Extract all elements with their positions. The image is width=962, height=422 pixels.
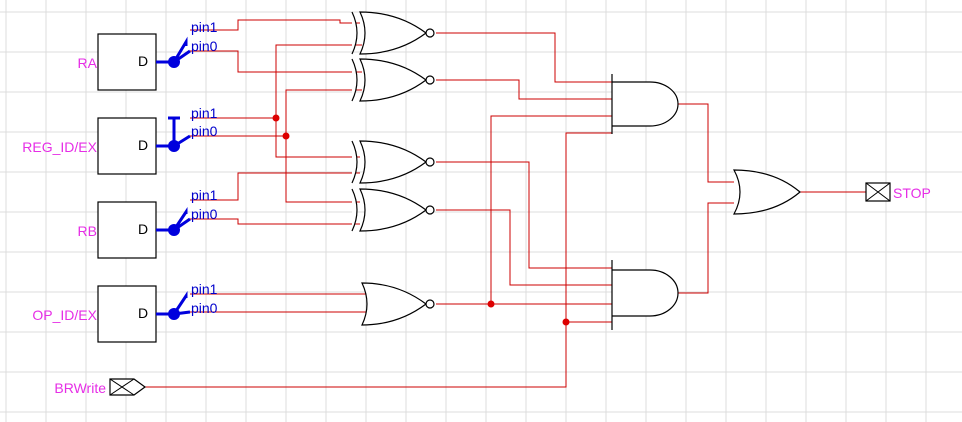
and-gate-2[interactable] xyxy=(611,260,679,330)
pin1-label: pin1 xyxy=(191,105,218,121)
wire-nor-branch xyxy=(490,115,612,304)
splitter-dot xyxy=(168,56,180,68)
register-box xyxy=(97,117,157,175)
nor-gate[interactable] xyxy=(361,282,435,326)
pin0-label: pin0 xyxy=(191,300,218,316)
wire-xnor1-out xyxy=(436,32,612,83)
register-name-rb: RB xyxy=(78,223,97,239)
register-reg-id-ex[interactable]: D REG_ID/EX pin1 pin0 xyxy=(22,105,218,175)
wire-brwrite xyxy=(145,132,612,388)
xnor-gate-1[interactable] xyxy=(351,11,435,55)
input-pin-cross xyxy=(109,378,135,396)
splitter-dot xyxy=(168,308,180,320)
register-name-reg-id-ex: REG_ID/EX xyxy=(22,139,97,155)
junction-dot xyxy=(562,318,570,326)
wire-ra-pin0 xyxy=(190,50,362,73)
input-pin-brwrite[interactable]: BRWrite xyxy=(54,378,147,396)
wire-rb-pin1 xyxy=(190,172,360,201)
register-rb[interactable]: D RB pin1 pin0 xyxy=(78,187,218,259)
input-pin-shape xyxy=(109,378,147,396)
or-gate[interactable] xyxy=(732,169,801,215)
register-op-id-ex[interactable]: D OP_ID/EX pin1 pin0 xyxy=(32,281,218,343)
register-port-label: D xyxy=(138,53,148,69)
wire-rb-pin0 xyxy=(190,218,360,225)
wire-reg-pin1 xyxy=(190,44,362,119)
wire-ra-pin1 xyxy=(190,19,360,31)
register-ra[interactable]: D RA pin1 pin0 xyxy=(78,19,218,91)
pin1-label: pin1 xyxy=(191,281,218,297)
xnor-gate-3[interactable] xyxy=(351,140,435,184)
register-port-label: D xyxy=(138,305,148,321)
register-port-label: D xyxy=(138,221,148,237)
input-label-brwrite: BRWrite xyxy=(54,380,106,396)
junction-dot xyxy=(272,114,280,122)
output-pin-stop[interactable]: STOP xyxy=(865,182,931,202)
pin1-label: pin1 xyxy=(191,19,218,35)
pin1-label: pin1 xyxy=(191,187,218,203)
output-label-stop: STOP xyxy=(893,185,931,201)
wire-xnor3-out xyxy=(436,161,612,269)
register-name-ra: RA xyxy=(78,55,98,71)
xnor-gate-4[interactable] xyxy=(351,188,435,232)
pin0-label: pin0 xyxy=(191,38,218,54)
xnor-gate-2[interactable] xyxy=(351,58,435,102)
splitter-dot xyxy=(168,224,180,236)
and-gate-1[interactable] xyxy=(611,74,679,134)
splitter-reg xyxy=(156,116,191,148)
junction-dot xyxy=(487,300,495,308)
wire-xnor2-out xyxy=(436,79,612,100)
pin0-label: pin0 xyxy=(191,123,218,139)
wire-reg-pin0 xyxy=(190,89,362,137)
wire-and1-out xyxy=(678,103,734,183)
register-box xyxy=(97,201,157,259)
splitter-dot xyxy=(168,140,180,152)
register-name-op-id-ex: OP_ID/EX xyxy=(32,307,97,323)
wires xyxy=(145,19,866,388)
wire-reg-pin1-down xyxy=(275,118,360,158)
register-box xyxy=(97,285,157,343)
wire-xnor4-out xyxy=(436,209,612,286)
register-box xyxy=(97,33,157,91)
pin0-label: pin0 xyxy=(191,206,218,222)
register-port-label: D xyxy=(138,137,148,153)
wire-and2-out xyxy=(678,202,734,294)
junctions xyxy=(272,114,570,326)
junction-dot xyxy=(282,132,290,140)
output-pin-cross xyxy=(865,182,891,202)
wire-reg-pin0-down xyxy=(285,136,360,203)
